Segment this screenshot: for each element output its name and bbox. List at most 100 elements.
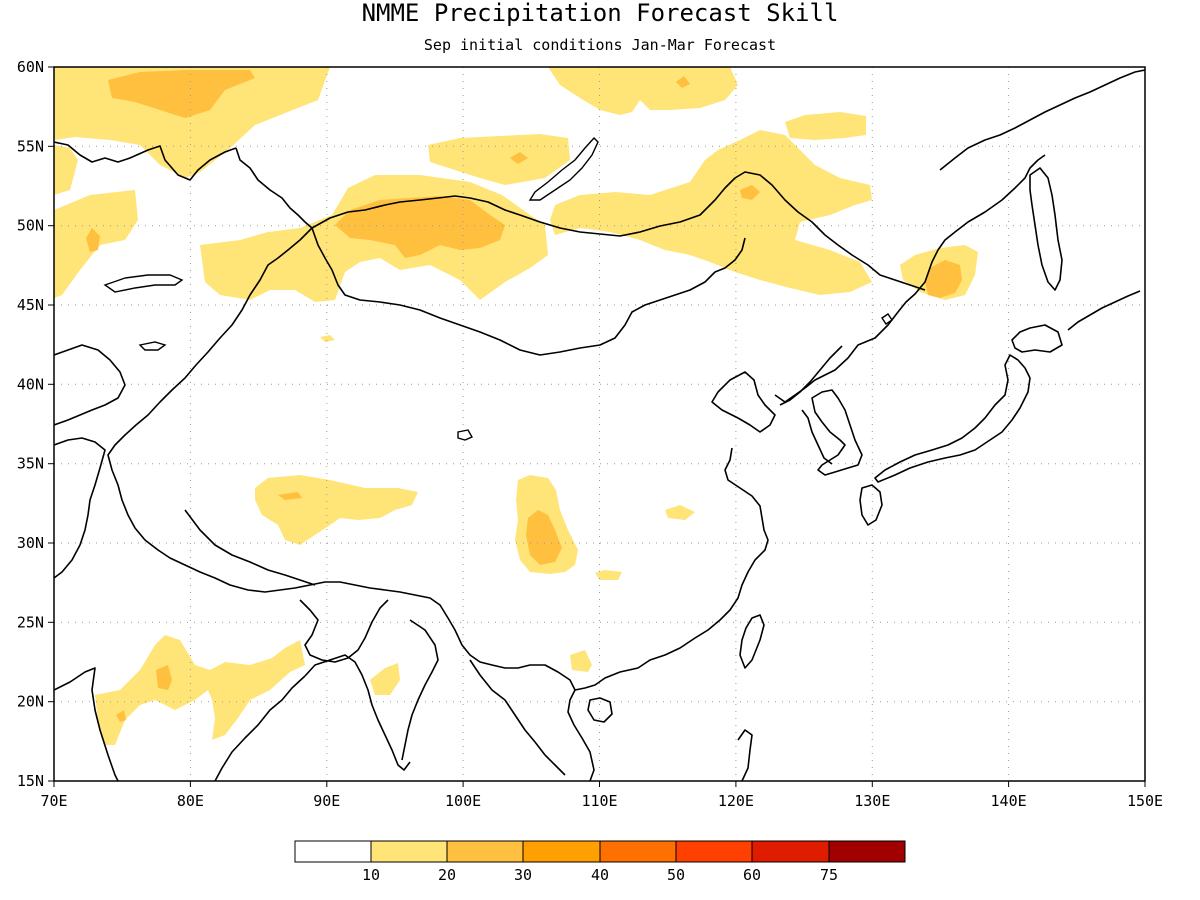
skill-region-myanmar: [370, 663, 400, 695]
colorbar-label: 75: [820, 866, 838, 884]
y-tick-label: 45N: [17, 296, 44, 314]
skill-region-west-edge: [54, 145, 78, 195]
skill-peak-amur: [740, 185, 760, 200]
border-russia-mongolia: [311, 171, 926, 291]
map-subtitle: Sep initial conditions Jan-Mar Forecast: [424, 36, 776, 54]
border-china-west: [107, 227, 576, 691]
coastline-japan-kyushu: [859, 484, 883, 526]
y-tick-label: 40N: [17, 375, 44, 393]
skill-peak-baikal: [510, 152, 528, 164]
skill-region-small-2: [595, 570, 622, 580]
coastline-sakhalin: [1029, 167, 1063, 291]
border-india-bangladesh: [299, 599, 389, 663]
y-tick-label: 20N: [17, 693, 44, 711]
skill-peak-india: [156, 665, 172, 690]
coastline-philippines: [737, 729, 753, 781]
coastline-korea: [801, 409, 833, 465]
colorbar-swatch: [446, 840, 524, 863]
coastline-kuril: [1067, 290, 1141, 331]
skill-peak-tibet: [278, 492, 302, 500]
y-tick-label: 30N: [17, 534, 44, 552]
coastline-china-east: [711, 371, 776, 433]
map-title: NMME Precipitation Forecast Skill: [362, 0, 839, 27]
x-tick-label: 70E: [40, 792, 67, 810]
y-tick-label: 25N: [17, 613, 44, 631]
x-tick-label: 100E: [445, 792, 481, 810]
x-tick-label: 110E: [581, 792, 617, 810]
colorbar-label: 60: [743, 866, 761, 884]
y-tick-label: 55N: [17, 137, 44, 155]
y-tick-labels: 15N 20N 25N 30N 35N 40N 45N 50N 55N 60N: [17, 58, 44, 790]
skill-region-small-4: [320, 335, 335, 342]
coastline-japan-honshu: [874, 354, 1031, 483]
x-tick-label: 80E: [177, 792, 204, 810]
skill-level-20-30: [86, 70, 962, 722]
skill-peak-west-siberia: [108, 70, 255, 118]
colorbar-swatch: [294, 840, 372, 863]
coastline-japan-hokkaido: [1011, 324, 1063, 353]
tick-marks: [48, 66, 1146, 787]
y-tick-label: 50N: [17, 217, 44, 235]
border-afghanistan-pakistan: [54, 437, 106, 579]
y-tick-label: 15N: [17, 772, 44, 790]
border-kazakhstan-south: [54, 344, 126, 426]
skill-peak-central-siberia: [676, 76, 690, 88]
x-tick-label: 150E: [1127, 792, 1163, 810]
skill-peak-kazakhstan: [86, 228, 100, 252]
x-tick-labels: 70E 80E 90E 100E 110E 120E 130E 140E 150…: [40, 792, 1163, 810]
border-china-mongolia: [311, 227, 746, 356]
coastline-hainan: [587, 697, 613, 723]
colorbar-swatch: [828, 840, 906, 863]
x-tick-label: 90E: [313, 792, 340, 810]
graticule: [54, 67, 1145, 781]
coastlines: [54, 69, 1145, 781]
coastline-okhotsk: [937, 69, 1145, 251]
colorbar-label: 30: [514, 866, 532, 884]
border-russia-kazakhstan: [235, 147, 313, 229]
colorbar-swatch: [599, 840, 677, 863]
colorbar-label: 10: [362, 866, 380, 884]
skill-peak-altai: [335, 196, 505, 258]
border-myanmar-thailand: [401, 619, 439, 761]
border-india-nepal: [184, 509, 316, 586]
country-borders: [54, 147, 926, 776]
lake-khanka: [881, 313, 893, 325]
coastline-india-west: [54, 667, 119, 781]
x-tick-label: 130E: [854, 792, 890, 810]
colorbar-label: 50: [667, 866, 685, 884]
border-laos-vietnam: [469, 659, 566, 776]
lake-issyk-kul: [138, 341, 167, 351]
y-tick-label: 35N: [17, 455, 44, 473]
colorbar-swatch: [751, 840, 830, 863]
coastline-bangladesh-myanmar: [304, 654, 411, 771]
lake-qinghai: [457, 429, 473, 441]
coastline-arctic-west: [54, 141, 237, 181]
colorbar: 10 20 30 40 50 60 75: [294, 840, 906, 884]
lake-baikal: [528, 136, 599, 201]
colorbar-swatch: [370, 840, 448, 863]
colorbar-label: 40: [591, 866, 609, 884]
border-china-korea: [779, 345, 843, 406]
skill-region-small-1: [665, 505, 695, 520]
colorbar-label: 20: [438, 866, 456, 884]
x-tick-label: 120E: [718, 792, 754, 810]
colorbar-swatch: [522, 840, 601, 863]
skill-peak-far-east: [925, 260, 962, 298]
coastline-vietnam: [567, 689, 595, 781]
plot-area: [54, 67, 1145, 781]
skill-region-amur: [550, 130, 872, 295]
skill-region-central-siberia-north: [548, 67, 738, 115]
lake-balkhash: [103, 274, 184, 293]
skill-region-okhotsk: [785, 112, 866, 140]
colorbar-swatch: [675, 840, 753, 863]
skill-peak-sichuan: [526, 510, 562, 565]
skill-region-small-3: [570, 650, 592, 672]
skill-region-india: [95, 635, 305, 745]
y-tick-label: 60N: [17, 58, 44, 76]
coastline-india-east: [214, 675, 306, 781]
lakes: [103, 136, 893, 441]
coastline-taiwan: [739, 614, 765, 669]
x-tick-label: 140E: [991, 792, 1027, 810]
